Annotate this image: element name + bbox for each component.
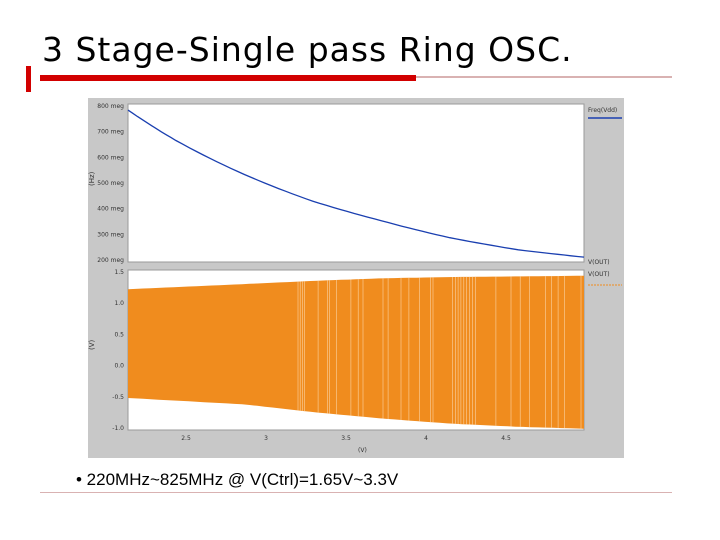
voltage-tick-label: -1.0 — [112, 425, 124, 432]
voltage-legend-2: V(OUT) — [588, 271, 610, 278]
frequency-tick-label: 600 meg — [97, 154, 124, 161]
voltage-y-unit: (V) — [88, 339, 96, 350]
x-tick-label: 2.5 — [181, 435, 191, 442]
frequency-legend: Freq(Vdd) — [588, 107, 617, 114]
title-accent-bar — [26, 66, 31, 92]
frequency-tick-label: 200 meg — [97, 257, 124, 264]
frequency-curve — [127, 109, 585, 258]
frequency-y-unit: (Hz) — [88, 171, 96, 186]
bottom-rule — [40, 492, 672, 493]
frequency-tick-label: 400 meg — [97, 206, 124, 213]
voltage-tick-label: -0.5 — [112, 394, 124, 401]
voltage-tick-label: 1.5 — [114, 269, 124, 276]
voltage-y-ticks: 1.5 1.0 0.5 0.0 -0.5 -1.0 — [112, 269, 124, 432]
frequency-tick-label: 500 meg — [97, 180, 124, 187]
x-tick-label: 4 — [424, 435, 428, 442]
frequency-panel — [127, 103, 585, 263]
voltage-tick-label: 1.0 — [114, 300, 124, 307]
frequency-tick-label: 700 meg — [97, 129, 124, 136]
x-axis-ticks: 2.5 3 3.5 4 4.5 — [181, 435, 511, 442]
voltage-tick-label: 0.5 — [114, 331, 124, 338]
frequency-y-ticks: 800 meg 700 meg 600 meg 500 meg 400 meg 300 m… — [97, 103, 124, 264]
slide-title: 3 Stage-Single pass Ring OSC. — [42, 30, 573, 69]
voltage-tick-label: 0.0 — [114, 363, 124, 370]
oscillation-envelope — [128, 275, 584, 429]
oscillator-plot: 800 meg 700 meg 600 meg 500 meg 400 meg 300 m… — [88, 98, 624, 458]
frequency-tick-label: 800 meg — [97, 103, 124, 110]
title-red-underline — [40, 75, 416, 81]
x-axis-unit: (V) — [358, 447, 367, 454]
oscillation-band — [128, 275, 584, 429]
summary-bullet: • 220MHz~825MHz @ V(Ctrl)=1.65V~3.3V — [76, 470, 399, 489]
frequency-tick-label: 300 meg — [97, 231, 124, 238]
x-tick-label: 3.5 — [341, 435, 351, 442]
voltage-legend-1: V(OUT) — [588, 259, 610, 266]
x-tick-label: 4.5 — [501, 435, 511, 442]
x-tick-label: 3 — [264, 435, 268, 442]
